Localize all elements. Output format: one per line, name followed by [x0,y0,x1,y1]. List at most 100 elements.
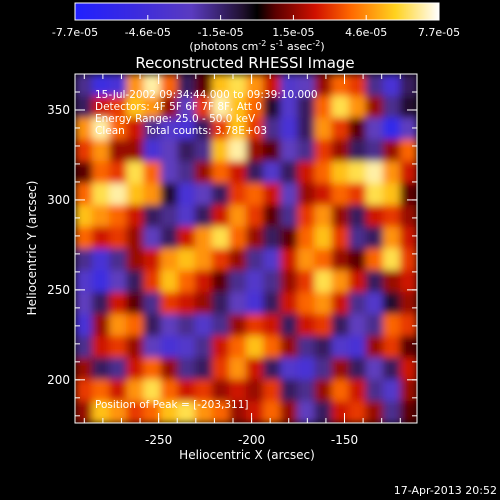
y-tick-label: 250 [47,283,70,297]
heatmap-cell [365,74,384,97]
heatmap-cell [297,313,315,337]
heatmap-cell [297,117,315,141]
heatmap-cell [92,357,110,380]
heatmap-cell [177,74,196,97]
heatmap-cell [348,139,367,162]
heatmap-cell [280,95,298,119]
heatmap-cell [109,183,127,206]
heatmap-cell [92,292,110,315]
heatmap-cell [348,183,367,206]
heatmap-cell [280,292,298,315]
colorbar-tick-label: -7.7e-05 [52,26,98,39]
heatmap-cell [143,292,162,315]
y-axis-label: Heliocentric Y (arcsec) [25,181,39,316]
heatmap-cell [143,161,162,184]
heatmap-cell [194,313,213,337]
heatmap-cell [314,161,333,184]
heatmap-cell [160,95,179,119]
heatmap-cell [160,117,179,141]
heatmap-cell [314,248,333,271]
heatmap-cell [314,292,333,315]
heatmap-cell [280,204,298,228]
heatmap-cell [228,117,247,141]
heatmap-cell [365,204,384,228]
heatmap-cell [331,117,350,141]
colorbar-tick-label: 4.6e-05 [345,26,387,39]
heatmap-cell [92,95,110,119]
heatmap-cell [126,117,144,141]
heatmap-cell [160,139,179,162]
heatmap-cell [297,95,315,119]
plot-frame [74,73,418,424]
heatmap-cell [297,248,315,271]
heatmap-cell [263,335,281,359]
heatmap-cell [399,313,417,337]
heatmap-cell [160,183,179,206]
heatmap-cell [194,292,213,315]
heatmap-cell [382,161,401,184]
heatmap-cell [160,204,179,228]
heatmap-cell [331,139,350,162]
heatmap-cell [280,183,298,206]
heatmap-cell [297,270,315,293]
heatmap-cell [194,117,213,141]
heatmap-cell [194,335,213,359]
heatmap-cell [211,379,230,402]
heatmap-cell [109,226,127,250]
heatmap-cell [228,292,247,315]
heatmap-cell [160,161,179,184]
heatmap-cell [126,204,144,228]
heatmap-cell [109,357,127,380]
heatmap-cell [126,226,144,250]
heatmap-cell [314,139,333,162]
heatmap-cell [365,292,384,315]
colorbar-ticks [74,15,440,20]
heatmap-cell [246,248,264,271]
heatmap-cell [331,379,350,402]
heatmap-cell [246,161,264,184]
heatmap-cell [280,139,298,162]
heatmap-cell [143,183,162,206]
heatmap-cell [126,74,144,97]
heatmap-cell [109,161,127,184]
heatmap-cell [228,183,247,206]
heatmap-cell [160,335,179,359]
heatmap-cell [382,292,401,315]
heatmap-cell [246,204,264,228]
heatmap-cell [228,379,247,402]
heatmap-cell [365,161,384,184]
heatmap-cell [348,161,367,184]
heatmap-cell [92,313,110,337]
heatmap-cell [365,357,384,380]
annotation-time-range: 15-Jul-2002 09:34:44.000 to 09:39:10.000 [95,89,318,101]
heatmap-cell [109,248,127,271]
heatmap-cell [314,204,333,228]
heatmap-cell [160,379,179,402]
heatmap-cell [399,401,417,423]
heatmap-cell [297,226,315,250]
heatmap-cell [92,248,110,271]
heatmap-cell [382,313,401,337]
x-axis-label: Heliocentric X (arcsec) [179,448,315,462]
annotation-peak-position: Position of Peak = [-203,311] [95,399,249,411]
heatmap-cell [92,401,110,423]
heatmap-cell [399,183,417,206]
heatmap-cell [75,226,93,250]
heatmap-cell [75,270,93,293]
heatmap-cell [228,335,247,359]
heatmap-cell [246,183,264,206]
heatmap-cell [280,357,298,380]
heatmap-cell [246,270,264,293]
heatmap-cell [126,248,144,271]
heatmap-cell [382,139,401,162]
heatmap-cell [382,379,401,402]
heatmap-cell [75,74,93,97]
heatmap-cell [177,204,196,228]
heatmap-cell [331,357,350,380]
heatmap-cell [143,270,162,293]
heatmap-cell [297,183,315,206]
heatmap-cell [382,357,401,380]
heatmap-cell [297,139,315,162]
colorbar-tick-labels: -7.7e-05 -4.6e-05 -1.5e-05 1.5e-05 4.6e-05 7.… [52,26,460,39]
heatmap-cell [280,117,298,141]
